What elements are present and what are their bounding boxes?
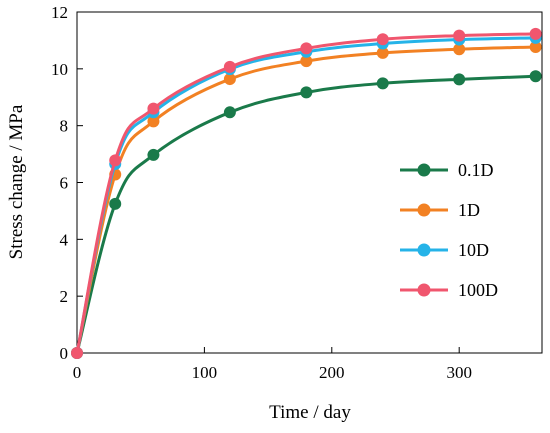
data-point-100d — [529, 27, 542, 40]
legend-marker-0-1d — [417, 163, 431, 177]
data-point-0-1d — [529, 70, 542, 83]
data-point-100d — [223, 60, 236, 73]
series-100d — [71, 27, 542, 359]
legend-label-0-1d: 0.1D — [458, 160, 494, 180]
data-point-1d — [453, 43, 466, 56]
data-point-1d — [300, 55, 313, 68]
data-point-1d — [376, 46, 389, 59]
legend-item-1d: 1D — [400, 200, 480, 220]
legend-label-100d: 100D — [458, 280, 498, 300]
data-point-100d — [109, 154, 122, 167]
y-tick-label: 6 — [60, 174, 69, 193]
data-point-1d — [223, 73, 236, 86]
y-tick-label: 0 — [60, 344, 69, 363]
legend-marker-1d — [417, 203, 431, 217]
x-tick-label: 100 — [192, 363, 218, 382]
legend-label-1d: 1D — [458, 200, 480, 220]
x-tick-label: 200 — [319, 363, 345, 382]
y-axis-title: Stress change / MPa — [6, 104, 27, 259]
legend-item-0-1d: 0.1D — [400, 160, 494, 180]
data-point-100d — [300, 42, 313, 55]
data-point-100d — [147, 102, 160, 115]
legend-label-10d: 10D — [458, 240, 489, 260]
y-tick-label: 2 — [60, 287, 69, 306]
y-tick-label: 12 — [51, 3, 68, 22]
data-point-100d — [71, 347, 83, 359]
legend-item-100d: 100D — [400, 280, 498, 300]
data-point-100d — [453, 29, 466, 42]
legend-marker-10d — [417, 243, 431, 257]
legend-item-10d: 10D — [400, 240, 489, 260]
x-tick-label: 0 — [73, 363, 82, 382]
data-point-0-1d — [376, 77, 389, 90]
data-point-100d — [376, 33, 389, 46]
y-tick-label: 10 — [51, 60, 68, 79]
y-tick-label: 4 — [60, 230, 69, 249]
data-point-0-1d — [453, 73, 466, 86]
y-tick-label: 8 — [60, 117, 69, 136]
series-line-1d — [75, 45, 536, 354]
data-point-1d — [147, 115, 160, 128]
legend-marker-100d — [417, 283, 431, 297]
data-point-0-1d — [109, 197, 122, 210]
data-point-1d — [529, 40, 542, 53]
data-point-0-1d — [147, 148, 160, 161]
data-point-0-1d — [300, 86, 313, 99]
data-point-0-1d — [223, 106, 236, 119]
x-axis-title: Time / day — [269, 402, 351, 423]
x-tick-label: 300 — [446, 363, 472, 382]
